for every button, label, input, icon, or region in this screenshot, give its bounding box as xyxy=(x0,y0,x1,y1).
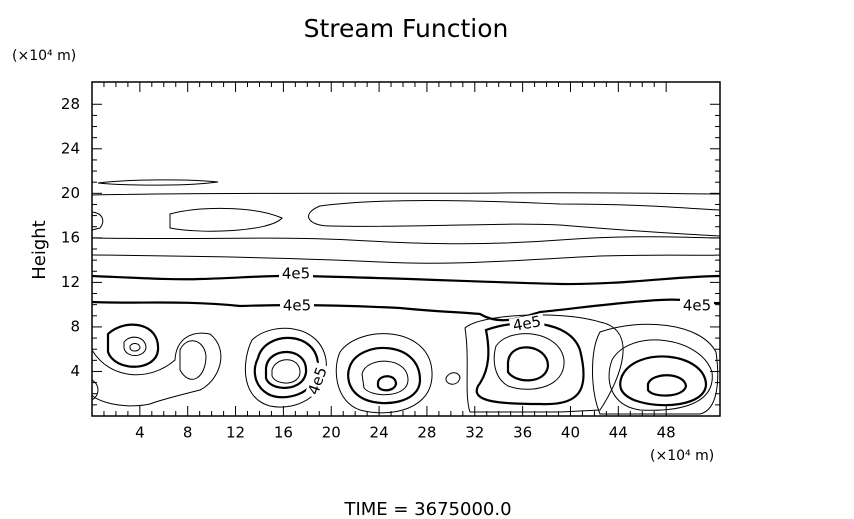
contour-label-bg xyxy=(279,266,313,282)
x-tick-label: 16 xyxy=(274,424,293,442)
y-tick-label: 12 xyxy=(61,273,80,291)
y-tick-label: 4 xyxy=(70,362,80,380)
x-tick-label: 4 xyxy=(135,424,145,442)
chart-title: Stream Function xyxy=(304,14,509,43)
x-tick-label: 44 xyxy=(609,424,628,442)
y-tick-label: 16 xyxy=(61,228,80,246)
contour-label: 4e5 xyxy=(283,297,311,315)
contour-label-bg xyxy=(508,313,546,335)
y-unit: (×10⁴ m) xyxy=(12,48,76,64)
y-tick-label: 20 xyxy=(61,184,80,202)
x-tick-label: 48 xyxy=(657,424,676,442)
contour-label: 4e5 xyxy=(683,297,711,315)
y-axis-label: Height xyxy=(29,220,50,280)
x-tick-label: 40 xyxy=(561,424,580,442)
contour-label: 4e5 xyxy=(282,265,310,283)
contour-label-bg xyxy=(280,298,314,314)
y-tick-label: 28 xyxy=(61,95,80,113)
footer: TIME = 3675000.0 xyxy=(343,499,511,519)
contour-label-bg xyxy=(304,362,332,400)
x-tick-label: 12 xyxy=(226,424,245,442)
x-tick-label: 20 xyxy=(322,424,341,442)
x-tick-label: 8 xyxy=(183,424,193,442)
contour-label-bg xyxy=(680,298,714,314)
plot-frame xyxy=(91,81,721,417)
x-tick-label: 24 xyxy=(370,424,389,442)
y-tick-label: 8 xyxy=(70,317,80,335)
y-tick-label: 24 xyxy=(61,139,80,157)
contours xyxy=(91,179,721,415)
x-tick-label: 28 xyxy=(417,424,436,442)
contour-label: 4e5 xyxy=(511,312,542,335)
x-tick-label: 32 xyxy=(465,424,484,442)
x-unit: (×10⁴ m) xyxy=(650,448,714,464)
contour-label: 4e5 xyxy=(304,364,331,397)
x-tick-label: 36 xyxy=(513,424,532,442)
